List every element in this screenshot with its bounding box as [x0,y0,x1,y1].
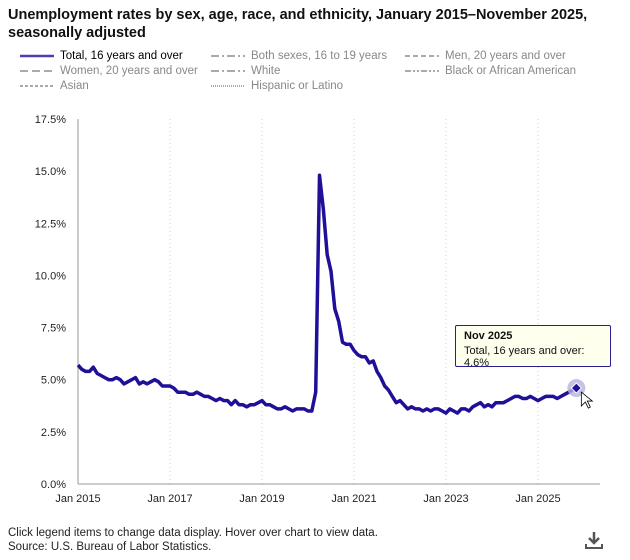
notes: Click legend items to change data displa… [8,526,378,554]
y-tick-label: 0.0% [41,479,66,491]
line-chart[interactable]: Jan 2015 Jan 2017 Jan 2019 Jan 2021 Jan 2023… [0,0,630,520]
x-tick-label: Jan 2019 [239,493,284,505]
legend-label: Black or African American [445,65,577,77]
instructions-note: Click legend items to change data displa… [8,527,378,539]
download-icon[interactable] [584,530,604,550]
y-tick-label: 15.0% [35,166,66,178]
x-tick-label: Jan 2021 [331,493,376,505]
legend-line-icon [405,55,439,57]
legend-item[interactable]: Women, 20 years and over [20,65,198,77]
legend-label: Total, 16 years and over [60,50,183,62]
legend-line-icon [405,70,439,72]
y-tick-label: 7.5% [41,323,66,335]
legend-line-icon [20,70,54,72]
legend-label: Both sexes, 16 to 19 years [251,50,388,62]
legend-line-icon [20,85,54,87]
legend-line-icon [211,55,245,57]
legend-item[interactable]: White [211,65,280,77]
y-tick-label: 2.5% [41,427,66,439]
legend-item[interactable]: Men, 20 years and over [405,50,566,62]
legend-label: Men, 20 years and over [445,50,566,62]
y-tick-label: 17.5% [35,114,66,126]
legend-label: White [251,65,281,77]
legend-label: Hispanic or Latino [251,80,344,92]
legend-line-icon [20,54,54,58]
legend-line-icon [211,70,245,72]
cursor-icon [580,391,594,409]
x-tick-label: Jan 2015 [55,493,100,505]
y-tick-label: 10.0% [35,270,66,282]
x-tick-label: Jan 2023 [423,493,468,505]
legend-item[interactable]: Asian [20,80,89,92]
y-tick-label: 12.5% [35,218,66,230]
legend-label: Women, 20 years and over [60,65,198,77]
legend-item[interactable]: Total, 16 years and over [20,50,183,62]
series-line-total[interactable] [76,173,578,415]
legend-item[interactable]: Black or African American [405,65,576,77]
legend-item[interactable]: Hispanic or Latino [211,80,343,92]
chart-title: Unemployment rates by sex, age, race, an… [8,7,588,41]
legend-item[interactable]: Both sexes, 16 to 19 years [211,50,387,62]
legend-line-icon [211,85,245,87]
tooltip-value: Total, 16 years and over: 4.6% [464,345,585,369]
data-point-marker[interactable] [570,382,583,394]
y-tick-label: 5.0% [41,375,66,387]
source-note: Source: U.S. Bureau of Labor Statistics. [8,541,212,553]
tooltip-date: Nov 2025 [464,330,513,342]
tooltip: Nov 2025 Total, 16 years and over: 4.6% [455,325,611,369]
legend-label: Asian [60,80,89,92]
x-tick-label: Jan 2017 [147,493,192,505]
x-tick-label: Jan 2025 [515,493,560,505]
